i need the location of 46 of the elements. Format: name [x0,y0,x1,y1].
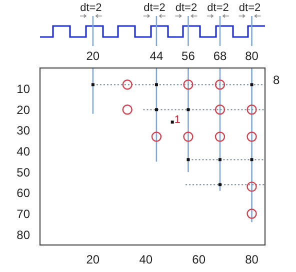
y-tick-label: 80 [16,228,30,242]
point [250,83,254,86]
text: dt=2 [80,2,102,14]
point [154,83,158,86]
y-tick-label: 60 [16,186,30,200]
point [154,108,158,112]
point [246,182,257,192]
text: dt=2 [238,2,261,14]
point [218,158,222,162]
point [186,108,190,112]
y-tick-label: 20 [16,102,30,117]
y-tick-label: 30 [16,124,30,138]
text: dt=2 [207,2,229,14]
point [186,158,190,162]
point [250,158,254,162]
x-tick-label: 60 [192,252,206,267]
point [246,104,257,115]
y-tick-label: 50 [16,165,30,180]
point [246,208,257,219]
text: dt=2 [144,2,166,14]
annotation: 1 [174,114,180,126]
x2-tick-label: 68 [213,49,227,63]
point [183,80,194,90]
point [246,132,257,142]
point [122,104,132,115]
point [122,80,132,90]
x-tick-label: 80 [245,252,259,267]
x2-tick-label: 56 [182,49,196,63]
point [218,183,222,186]
x-tick-label: 20 [86,252,100,267]
point [183,132,194,142]
point [214,132,226,142]
point [214,104,226,115]
point [151,132,162,142]
y-tick-label: 10 [16,82,30,96]
x-tick-label: 40 [139,252,153,267]
text: 8 [273,73,280,87]
x2-tick-label: 20 [86,49,100,63]
x2-tick-label: 80 [245,49,259,63]
point [214,80,226,90]
y-tick-label: 70 [16,207,30,222]
text: dt=2 [175,2,198,14]
point [91,83,94,86]
x2-tick-label: 44 [150,49,164,63]
y-tick-label: 40 [16,144,30,159]
point [170,120,174,124]
